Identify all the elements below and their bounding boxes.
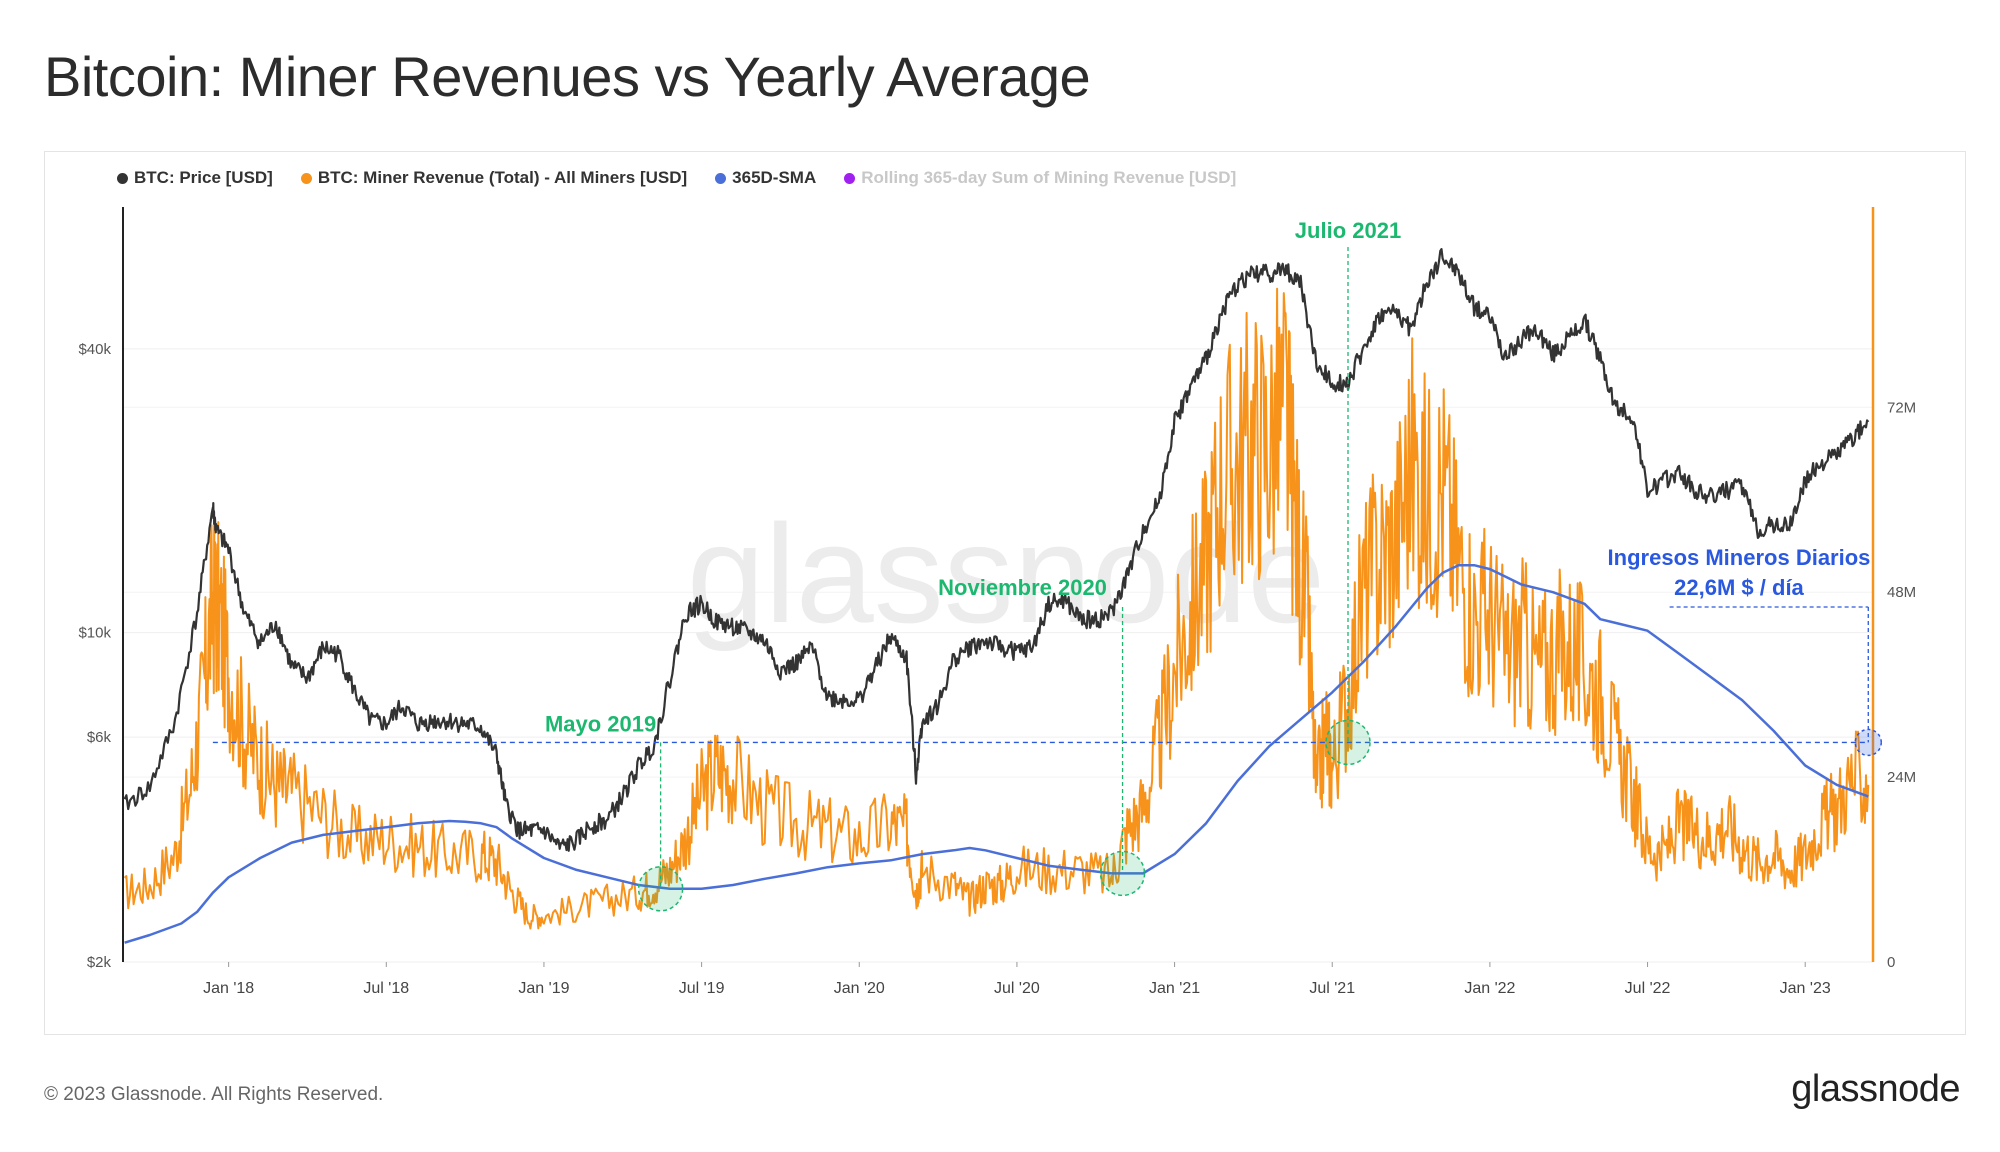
y-right-tick-label: 72M <box>1887 399 1916 416</box>
annotation-label: Julio 2021 <box>1295 218 1401 243</box>
x-tick-label: Jan '21 <box>1149 980 1200 997</box>
legend-item-btc-price[interactable]: BTC: Price [USD] <box>117 168 273 188</box>
legend-item-rolling-sum[interactable]: Rolling 365-day Sum of Mining Revenue [U… <box>844 168 1236 188</box>
legend-dot-icon <box>117 172 128 184</box>
brand-logo: glassnode <box>1791 1068 1960 1110</box>
y-left-tick-label: $6k <box>87 729 112 746</box>
x-tick-label: Jan '22 <box>1464 980 1515 997</box>
miner-revenue-line <box>123 287 1870 930</box>
legend-label: Rolling 365-day Sum of Mining Revenue [U… <box>861 168 1237 187</box>
sma-365d-line <box>124 563 1869 944</box>
x-tick-label: Jul '19 <box>679 980 725 997</box>
annotation-label: Noviembre 2020 <box>938 575 1107 600</box>
legend-label: BTC: Miner Revenue (Total) - All Miners … <box>317 168 688 187</box>
y-left-tick-label: $2k <box>87 954 112 971</box>
legend-item-365d-sma[interactable]: 365D-SMA <box>715 168 816 188</box>
y-right-tick-label: 0 <box>1887 954 1895 971</box>
annotation-label: Mayo 2019 <box>545 711 656 736</box>
x-tick-label: Jan '23 <box>1780 980 1831 997</box>
annotation-marker <box>1854 728 1883 757</box>
y-left-tick-label: $40k <box>78 341 111 358</box>
annotation-marker <box>1325 719 1371 766</box>
legend-dot-icon <box>715 172 727 184</box>
x-tick-label: Jul '22 <box>1625 980 1671 997</box>
x-tick-label: Jul '18 <box>363 980 409 997</box>
legend-dot-icon <box>300 172 312 184</box>
btc-price-line <box>123 247 1870 852</box>
x-tick-label: Jul '20 <box>994 980 1040 997</box>
legend-label: BTC: Price [USD] <box>134 168 273 187</box>
annotation-label: 22,6M $ / día <box>1674 575 1804 600</box>
annotation-marker <box>1099 850 1146 897</box>
y-right-tick-label: 24M <box>1887 769 1916 786</box>
y-right-tick-label: 48M <box>1887 584 1916 601</box>
copyright-text: © 2023 Glassnode. All Rights Reserved. <box>44 1084 384 1105</box>
legend-label: 365D-SMA <box>732 168 817 187</box>
x-tick-label: Jul '21 <box>1309 980 1355 997</box>
watermark-text: glassnode <box>687 495 1325 652</box>
legend-dot-icon <box>844 172 856 184</box>
x-tick-label: Jan '19 <box>518 980 569 997</box>
page-title: Bitcoin: Miner Revenues vs Yearly Averag… <box>44 45 1091 108</box>
chart-panel: BTC: Price [USD] BTC: Miner Revenue (Tot… <box>44 151 1966 1035</box>
annotation-label: Ingresos Mineros Diarios <box>1608 545 1871 570</box>
x-tick-label: Jan '20 <box>834 980 885 997</box>
chart-legend: BTC: Price [USD] BTC: Miner Revenue (Tot… <box>117 168 1236 188</box>
y-left-tick-label: $10k <box>78 625 111 642</box>
chart-svg: glassnode $2k $6k $10k $40k 0 24M 48M 72M Jan '18… <box>78 207 1916 997</box>
legend-item-miner-revenue[interactable]: BTC: Miner Revenue (Total) - All Miners … <box>300 168 688 188</box>
x-tick-label: Jan '18 <box>203 980 254 997</box>
annotation-marker <box>637 866 684 912</box>
